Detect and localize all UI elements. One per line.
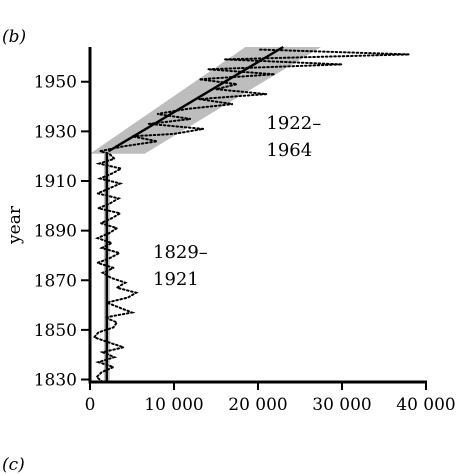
y-tick-label-1910: 1910 bbox=[34, 172, 77, 192]
annotation-early-line-1: 1829– bbox=[153, 242, 208, 263]
panel-b: (b) (c) year 1830 1850 1870 1890 1910 1930 195… bbox=[2, 27, 456, 474]
y-axis-title: year bbox=[5, 205, 25, 245]
annotation-late-line-1: 1922– bbox=[266, 113, 321, 134]
annotation-late-line-2: 1964 bbox=[266, 140, 312, 161]
x-tick-label-0: 0 bbox=[85, 395, 96, 415]
x-tick-label-20000: 20 000 bbox=[228, 395, 287, 415]
fit-line-2 bbox=[107, 45, 284, 153]
next-panel-label: (c) bbox=[2, 455, 25, 474]
x-tick-label-40000: 40 000 bbox=[396, 395, 455, 415]
annotation-early-line-2: 1921 bbox=[153, 269, 199, 290]
x-tick-label-30000: 30 000 bbox=[312, 395, 371, 415]
series-1-line bbox=[92, 48, 410, 383]
y-tick-label-1930: 1930 bbox=[34, 122, 77, 142]
annotation-early: 1829– 1921 bbox=[153, 242, 208, 290]
y-tick-label-1850: 1850 bbox=[34, 321, 77, 341]
y-axis-ticks: 1830 1850 1870 1890 1910 1930 1950 bbox=[34, 73, 90, 391]
y-tick-label-1870: 1870 bbox=[34, 271, 77, 291]
x-axis-ticks: 0 10 000 20 000 30 000 40 000 bbox=[85, 382, 456, 415]
y-tick-label-1890: 1890 bbox=[34, 222, 77, 242]
annotation-late: 1922– 1964 bbox=[266, 113, 321, 161]
y-tick-label-1950: 1950 bbox=[34, 73, 77, 93]
y-tick-label-1830: 1830 bbox=[34, 371, 77, 391]
x-tick-label-10000: 10 000 bbox=[144, 395, 203, 415]
fit-bands bbox=[90, 47, 321, 382]
data-series bbox=[92, 48, 410, 383]
panel-label: (b) bbox=[2, 27, 26, 47]
fit-lines bbox=[105, 45, 284, 382]
